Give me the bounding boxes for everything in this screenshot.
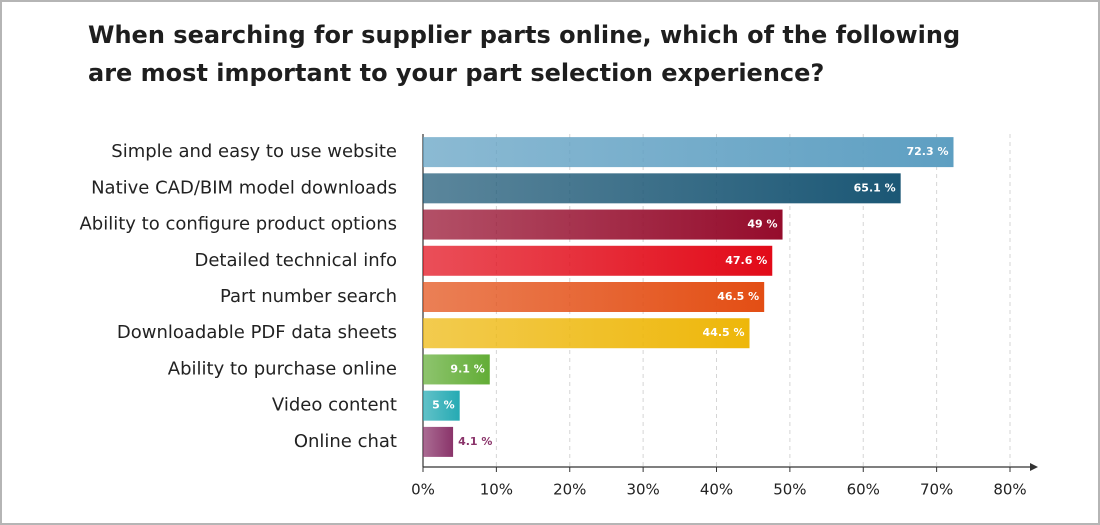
x-tick-label: 50% [773, 481, 806, 499]
category-label: Ability to configure product options [79, 214, 397, 235]
bar [423, 426, 454, 457]
value-label: 9.1 % [450, 362, 484, 375]
x-tick-label: 10% [480, 481, 513, 499]
bar [423, 318, 750, 349]
value-label: 65.1 % [854, 181, 896, 194]
category-label: Online chat [294, 431, 397, 452]
bar [423, 390, 460, 421]
x-tick-label: 20% [553, 481, 586, 499]
value-label: 4.1 % [458, 435, 492, 448]
x-tick-label: 0% [411, 481, 435, 499]
x-tick-label: 30% [626, 481, 659, 499]
category-label: Part number search [220, 286, 397, 307]
x-tick-label: 70% [920, 481, 953, 499]
category-label: Simple and easy to use website [111, 141, 397, 162]
bar [423, 354, 490, 385]
bar [423, 137, 954, 168]
value-label: 49 % [747, 218, 777, 231]
value-label: 72.3 % [907, 145, 949, 158]
bar [423, 282, 765, 312]
category-label: Native CAD/BIM model downloads [91, 177, 397, 198]
category-label: Detailed technical info [195, 250, 398, 271]
chart-title: When searching for supplier parts online… [88, 21, 961, 87]
value-label: 46.5 % [717, 290, 759, 303]
category-label: Ability to purchase online [168, 358, 397, 379]
x-tick-label: 80% [993, 481, 1026, 499]
bar [423, 209, 783, 240]
axis-arrow [1030, 463, 1038, 471]
bar [423, 245, 773, 276]
x-tick-label: 40% [700, 481, 733, 499]
value-label: 47.6 % [725, 254, 767, 267]
category-label: Video content [272, 395, 397, 416]
value-label: 5 % [432, 399, 455, 412]
category-label: Downloadable PDF data sheets [117, 322, 397, 343]
x-tick-label: 60% [847, 481, 880, 499]
value-label: 44.5 % [703, 326, 745, 339]
bar [423, 173, 901, 204]
